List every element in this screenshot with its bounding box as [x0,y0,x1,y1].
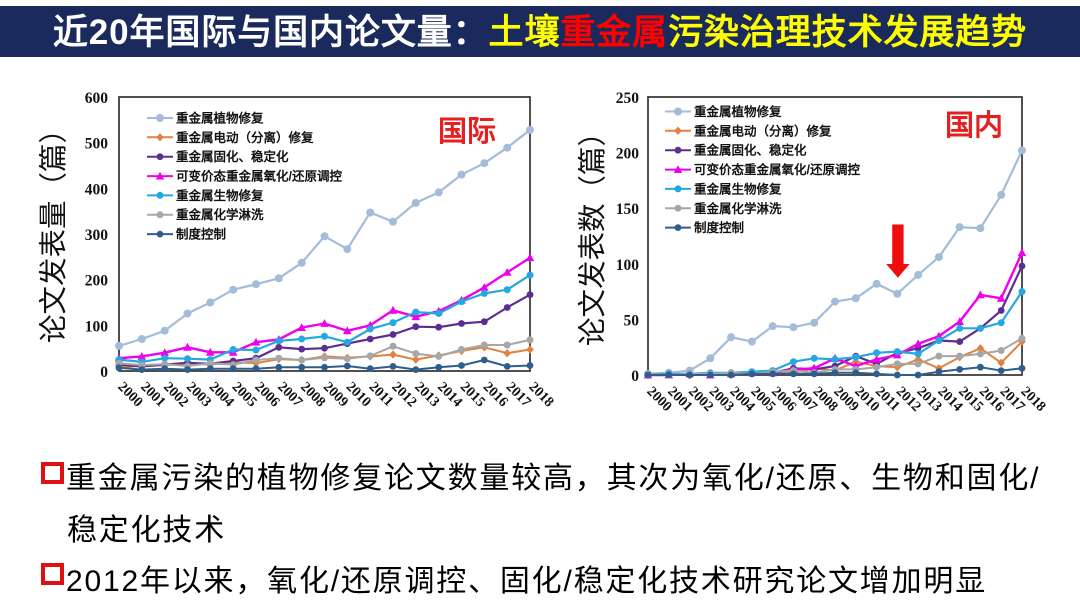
svg-text:国内: 国内 [945,109,1003,142]
svg-text:重金属固化、稳定化: 重金属固化、稳定化 [694,143,807,158]
svg-text:国际: 国际 [438,116,496,148]
svg-text:制度控制: 制度控制 [694,220,744,235]
svg-text:2002: 2002 [160,379,191,410]
svg-text:2006: 2006 [251,379,282,410]
svg-text:250: 250 [616,90,640,107]
svg-text:2013: 2013 [411,379,442,410]
svg-text:2007: 2007 [274,379,305,410]
svg-text:200: 200 [616,146,640,163]
svg-text:2005: 2005 [229,379,260,410]
svg-text:论文发表量（篇）: 论文发表量（篇） [38,115,70,343]
svg-text:200: 200 [85,273,109,290]
svg-text:300: 300 [85,227,109,244]
svg-text:2009: 2009 [320,379,351,410]
svg-text:100: 100 [85,318,109,335]
svg-text:可变价态重金属氧化/还原调控: 可变价态重金属氧化/还原调控 [176,169,342,184]
svg-text:600: 600 [85,90,109,107]
svg-text:2012: 2012 [388,379,419,410]
svg-text:制度控制: 制度控制 [176,227,226,242]
svg-text:重金属生物修复: 重金属生物修复 [176,188,264,203]
svg-text:2017: 2017 [503,379,534,410]
svg-text:2014: 2014 [434,379,465,410]
svg-text:2018: 2018 [1017,384,1048,415]
svg-text:2011: 2011 [366,379,397,410]
svg-text:重金属植物修复: 重金属植物修复 [694,104,782,119]
svg-text:重金属植物修复: 重金属植物修复 [176,111,264,126]
svg-text:50: 50 [624,312,640,329]
svg-text:2008: 2008 [297,379,328,410]
svg-text:2001: 2001 [137,379,168,410]
svg-text:论文发表数（篇）: 论文发表数（篇） [577,118,609,346]
svg-text:2004: 2004 [206,379,237,410]
svg-text:2016: 2016 [480,379,511,410]
svg-text:2003: 2003 [183,379,214,410]
svg-text:2015: 2015 [457,379,488,410]
svg-text:重金属化学淋洗: 重金属化学淋洗 [694,201,782,216]
svg-text:可变价态重金属氧化/还原调控: 可变价态重金属氧化/还原调控 [694,162,860,177]
svg-text:400: 400 [85,181,109,198]
svg-text:重金属电动（分离）修复: 重金属电动（分离）修复 [694,123,832,138]
svg-text:0: 0 [100,364,108,381]
svg-text:重金属固化、稳定化: 重金属固化、稳定化 [176,149,289,164]
svg-text:重金属化学淋洗: 重金属化学淋洗 [176,207,264,222]
svg-text:重金属电动（分离）修复: 重金属电动（分离）修复 [176,130,314,145]
svg-text:500: 500 [85,136,109,153]
svg-text:0: 0 [631,368,639,385]
svg-text:100: 100 [616,257,640,274]
svg-text:2010: 2010 [343,379,374,410]
svg-text:2000: 2000 [114,379,145,410]
svg-text:2018: 2018 [525,379,556,410]
svg-text:重金属生物修复: 重金属生物修复 [694,181,782,196]
svg-text:150: 150 [616,201,640,218]
